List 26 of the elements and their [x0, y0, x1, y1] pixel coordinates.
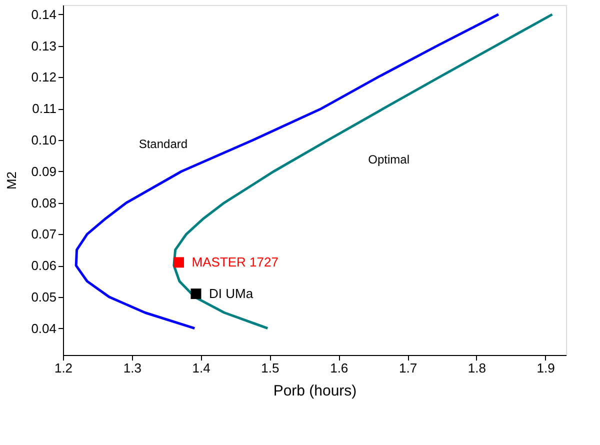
y-tick-label: 0.12: [31, 70, 56, 85]
y-tick-label: 0.14: [31, 6, 56, 22]
x-tick-label: 1.7: [398, 360, 418, 376]
y-tick-label: 0.11: [32, 101, 56, 116]
x-tick-label: 1.3: [123, 360, 142, 376]
y-tick-label: 0.04: [31, 320, 56, 336]
annotation: Optimal: [368, 152, 410, 166]
y-tick-label: 0.09: [31, 164, 56, 179]
x-tick-label: 1.6: [330, 360, 348, 376]
y-axis-title: M2: [4, 171, 20, 190]
x-axis-title: Porb (hours): [273, 382, 357, 400]
line-series: [74, 13, 500, 330]
annotation: Standard: [138, 136, 188, 151]
y-tick-label: 0.07: [31, 226, 56, 242]
y-tick-label: 0.13: [31, 38, 56, 54]
x-tick-label: 1.9: [536, 360, 555, 376]
series-label: DI UMa: [208, 286, 254, 301]
x-tick-label: 1.5: [261, 360, 280, 376]
y-tick-label: 0.06: [31, 258, 56, 274]
series-label: MASTER 1727: [192, 254, 278, 270]
y-tick-label: 0.05: [31, 289, 56, 304]
y-tick-label: 0.08: [31, 195, 56, 210]
y-tick-label: 0.10: [31, 132, 56, 148]
x-tick-label: 1.2: [54, 360, 73, 376]
x-tick-label: 1.4: [192, 360, 210, 376]
x-tick-label: 1.8: [468, 360, 486, 376]
